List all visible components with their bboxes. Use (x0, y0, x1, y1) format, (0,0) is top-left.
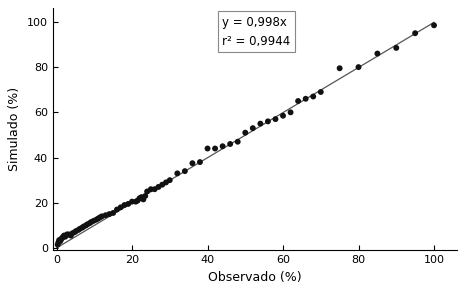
Point (55, 240, 62, 245)
Point (90, 218, 97, 223)
Point (294, 99, 302, 103)
Point (121, 203, 128, 207)
Point (96, 215, 104, 220)
Point (272, 117, 279, 121)
Point (94, 216, 102, 221)
Point (310, 94, 317, 99)
Point (196, 160, 204, 164)
Point (60, 233, 68, 238)
Point (264, 119, 272, 124)
Point (60, 234, 67, 239)
Point (132, 199, 140, 204)
Point (138, 195, 145, 199)
Point (73, 229, 80, 233)
Point (55, 238, 63, 242)
Point (249, 126, 257, 131)
Point (302, 96, 309, 101)
Point (140, 197, 147, 202)
Point (61, 234, 69, 239)
Point (125, 201, 132, 206)
Point (162, 180, 170, 185)
Point (189, 161, 196, 166)
Point (136, 196, 143, 201)
Point (159, 182, 166, 187)
Point (106, 212, 113, 216)
Point (93, 217, 100, 222)
Point (412, 31, 419, 36)
Point (287, 110, 294, 115)
Point (75, 227, 82, 232)
Point (82, 223, 90, 228)
Point (181, 169, 189, 173)
Point (86, 221, 93, 225)
Point (336, 66, 343, 71)
Point (128, 199, 136, 204)
Point (98, 214, 106, 219)
Point (84, 222, 91, 227)
Point (143, 189, 151, 194)
Point (54, 242, 61, 247)
Point (59, 235, 66, 240)
Point (102, 213, 109, 218)
Point (155, 185, 162, 189)
Point (151, 187, 159, 192)
Point (374, 51, 381, 56)
Point (241, 130, 249, 135)
Point (204, 146, 211, 151)
Point (65, 232, 73, 237)
Point (58, 237, 65, 241)
Point (392, 46, 400, 50)
Point (134, 198, 141, 203)
Point (257, 121, 264, 126)
Point (166, 178, 173, 182)
Point (80, 224, 87, 229)
Point (76, 226, 84, 231)
Point (173, 171, 181, 176)
Point (317, 90, 325, 94)
Text: y = 0,998x
r² = 0,9944: y = 0,998x r² = 0,9944 (222, 15, 291, 48)
Point (226, 142, 234, 146)
Point (117, 205, 125, 210)
X-axis label: Observado (%): Observado (%) (208, 271, 301, 284)
Point (109, 211, 117, 215)
Point (212, 146, 219, 151)
Point (79, 225, 86, 230)
Point (71, 230, 79, 234)
Point (63, 232, 71, 237)
Point (279, 113, 287, 118)
Point (113, 207, 120, 212)
Point (87, 220, 95, 224)
Point (219, 144, 226, 149)
Point (141, 194, 149, 198)
Point (67, 233, 74, 238)
Point (355, 65, 362, 69)
Point (430, 23, 438, 28)
Point (234, 139, 241, 144)
Y-axis label: Simulado (%): Simulado (%) (8, 87, 21, 171)
Point (57, 239, 64, 244)
Point (62, 233, 70, 238)
Point (69, 231, 76, 236)
Point (147, 187, 155, 192)
